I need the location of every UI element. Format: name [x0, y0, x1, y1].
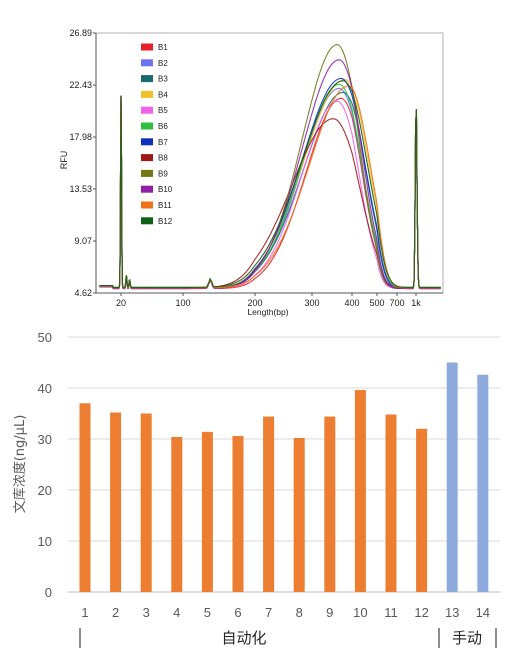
legend-label: B4: [158, 90, 168, 99]
y-tick-label: 13.53: [69, 184, 92, 194]
x-tick-label: 10: [353, 605, 367, 620]
x-tick-label: 1: [81, 605, 88, 620]
y-tick-label: 0: [45, 585, 52, 600]
y-tick-label: 20: [38, 483, 52, 498]
bar-1: [79, 403, 91, 592]
x-tick-label: 14: [476, 605, 490, 620]
x-tick-label: 700: [389, 298, 404, 308]
x-tick-label: 8: [296, 605, 303, 620]
legend-label: B6: [158, 122, 168, 131]
bar-7: [263, 416, 275, 592]
legend-swatch: [141, 138, 153, 146]
trace-b12: [99, 80, 441, 288]
legend-label: B2: [158, 59, 168, 68]
bar-5: [201, 431, 213, 592]
legend-label: B1: [158, 43, 168, 52]
y-tick-label: 50: [38, 330, 52, 345]
legend-swatch: [141, 59, 153, 67]
x-tick-label: 2: [112, 605, 119, 620]
bar-4: [171, 436, 183, 592]
legend-label: B7: [158, 138, 168, 147]
y-axis-title: 文库浓度(ng/μL): [12, 415, 28, 514]
legend-swatch: [141, 43, 153, 51]
legend-swatch: [141, 217, 153, 225]
y-tick-label: 17.98: [69, 132, 92, 142]
x-tick-label: 400: [344, 298, 359, 308]
legend-swatch: [141, 122, 153, 130]
x-tick-label: 9: [326, 605, 333, 620]
y-axis-title: RFU: [59, 151, 69, 170]
legend-label: B8: [158, 154, 168, 163]
bar-6: [232, 435, 244, 592]
y-tick-label: 22.43: [69, 80, 92, 90]
electropherogram-chart: 4.62 9.07 13.53 17.98 22.43 26.89 RFU 20 100 200 3…: [59, 28, 444, 317]
legend-swatch: [141, 169, 153, 177]
y-tick-label: 4.62: [74, 288, 92, 298]
legend-label: B10: [158, 185, 173, 194]
x-tick-label: 11: [384, 605, 398, 620]
bar-11: [385, 414, 397, 592]
y-tick-label: 40: [38, 381, 52, 396]
x-tick-label: 12: [414, 605, 428, 620]
x-tick-label: 6: [234, 605, 241, 620]
y-tick-label: 10: [38, 534, 52, 549]
legend-swatch: [141, 185, 153, 193]
bar-12: [416, 428, 428, 592]
legend-swatch: [141, 201, 153, 209]
bar-10: [354, 390, 366, 592]
x-tick-label: 500: [369, 298, 384, 308]
x-tick-label: 1k: [411, 298, 421, 308]
x-axis-title: Length(bp): [247, 307, 288, 317]
legend-swatch: [141, 154, 153, 162]
x-tick-label: 300: [304, 298, 319, 308]
x-tick-label: 20: [116, 298, 126, 308]
legend-swatch: [141, 75, 153, 83]
legend-label: B12: [158, 217, 173, 226]
bar-2: [110, 412, 122, 592]
y-tick-label: 9.07: [74, 236, 92, 246]
x-tick-label: 13: [445, 605, 459, 620]
bar-3: [140, 413, 152, 592]
x-tick-label: 3: [143, 605, 150, 620]
bar-8: [293, 437, 305, 592]
bar-13: [446, 362, 458, 592]
plot-area: [95, 32, 444, 294]
legend-label: B3: [158, 75, 168, 84]
legend-label: B11: [158, 201, 172, 210]
legend-swatch: [141, 90, 153, 98]
x-tick-label: 200: [247, 298, 262, 308]
x-tick-label: 7: [265, 605, 272, 620]
x-tick-label: 5: [204, 605, 211, 620]
legend-label: B9: [158, 169, 168, 178]
y-tick-label: 30: [38, 432, 52, 447]
group-label-automated: 自动化: [221, 629, 266, 647]
bar-9: [324, 416, 336, 592]
x-tick-label: 100: [175, 298, 190, 308]
legend-swatch: [141, 106, 153, 114]
bar-14: [477, 374, 489, 592]
group-label-manual: 手动: [452, 629, 482, 647]
legend-label: B5: [158, 106, 168, 115]
x-tick-label: 4: [173, 605, 180, 620]
y-tick-label: 26.89: [69, 28, 92, 38]
